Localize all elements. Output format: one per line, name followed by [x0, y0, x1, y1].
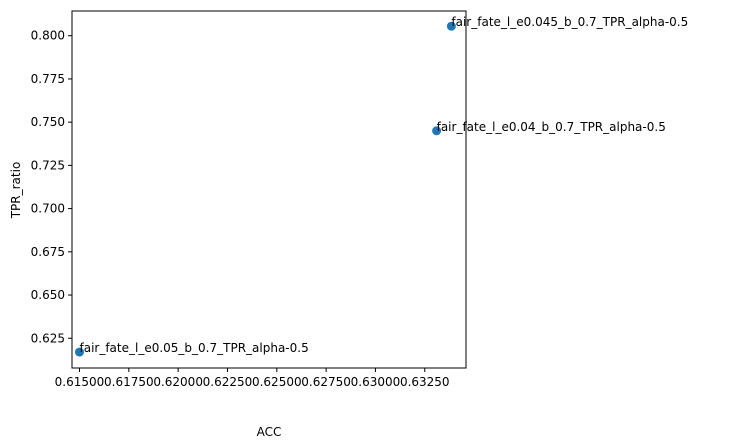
x-tick-label: 0.62000 [153, 375, 203, 389]
y-tick-label: 0.675 [31, 245, 65, 259]
x-tick-label: 0.62500 [252, 375, 302, 389]
y-tick-label: 0.650 [31, 288, 65, 302]
y-tick-label: 0.725 [31, 158, 65, 172]
y-tick-label: 0.750 [31, 115, 65, 129]
data-point [446, 21, 456, 31]
plot-frame [71, 10, 467, 369]
data-point-label: fair_fate_l_e0.04_b_0.7_TPR_alpha-0.5 [437, 120, 666, 134]
marks-layer: fair_fate_l_e0.045_b_0.7_TPR_alpha-0.5fa… [74, 15, 688, 357]
x-tick-label: 0.63250 [400, 375, 450, 389]
x-tick-label: 0.62250 [203, 375, 253, 389]
x-axis: 0.61500 0.61750 0.62000 0.62250 0.62500 0.627… [55, 368, 450, 389]
y-tick-label: 0.625 [31, 331, 65, 345]
y-axis-label: TPR_ratio [9, 162, 23, 220]
x-tick-label: 0.62750 [301, 375, 351, 389]
x-tick-label: 0.61750 [104, 375, 154, 389]
x-tick-label: 0.61500 [55, 375, 105, 389]
y-axis: 0.625 0.650 0.675 0.700 0.725 0.750 0.775 0.800 [31, 29, 72, 345]
y-tick-label: 0.775 [31, 72, 65, 86]
y-tick-label: 0.800 [31, 29, 65, 43]
data-point-label: fair_fate_l_e0.045_b_0.7_TPR_alpha-0.5 [451, 15, 688, 29]
x-axis-label: ACC [257, 425, 282, 439]
data-point [74, 347, 84, 357]
y-tick-label: 0.700 [31, 202, 65, 216]
data-point [432, 126, 442, 136]
data-point-label: fair_fate_l_e0.05_b_0.7_TPR_alpha-0.5 [79, 341, 308, 355]
x-tick-label: 0.63000 [351, 375, 401, 389]
plot-area [72, 11, 466, 368]
